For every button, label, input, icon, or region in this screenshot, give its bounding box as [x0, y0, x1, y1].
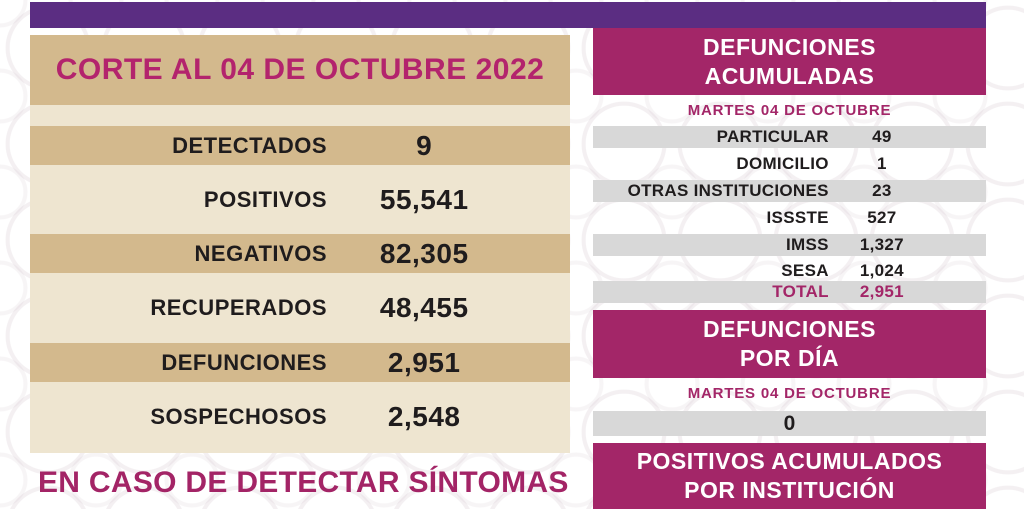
- deaths-label: PARTICULAR: [716, 127, 829, 146]
- report-title-row: CORTE AL 04 DE OCTUBRE 2022: [30, 35, 570, 105]
- header-line: ACUMULADAS: [704, 62, 875, 89]
- symptoms-heading-text: EN CASO DE DETECTAR SÍNTOMAS: [38, 466, 569, 499]
- symptoms-heading: EN CASO DE DETECTAR SÍNTOMAS: [38, 464, 598, 502]
- deaths-row-particular: PARTICULAR 49: [593, 126, 986, 148]
- deaths-value: 49: [872, 127, 892, 146]
- per-day-value: 0: [783, 411, 796, 435]
- deaths-row-domicilio: DOMICILIO 1: [593, 153, 986, 175]
- deaths-label: ISSSTE: [766, 208, 829, 227]
- per-day-value-stripe: 0: [593, 411, 986, 436]
- stat-value: 48,455: [379, 292, 469, 323]
- deaths-label: DOMICILIO: [736, 154, 829, 173]
- header-line: DEFUNCIONES: [703, 316, 876, 342]
- deaths-value: 1,327: [859, 235, 904, 254]
- stat-label: NEGATIVOS: [194, 240, 327, 266]
- stat-value: 55,541: [379, 184, 469, 215]
- stat-label: DEFUNCIONES: [161, 349, 327, 375]
- stat-label: POSITIVOS: [203, 187, 327, 212]
- deaths-total-label: TOTAL: [772, 282, 829, 301]
- stat-label: DETECTADOS: [172, 132, 327, 158]
- header-line: POR DÍA: [739, 345, 840, 371]
- deaths-accumulated-header: DEFUNCIONES ACUMULADAS: [593, 28, 986, 95]
- deaths-row-issste: ISSSTE 527: [593, 207, 986, 229]
- stat-row-sospechosos: SOSPECHOSOS 2,548: [30, 397, 570, 437]
- deaths-value: 1: [876, 154, 887, 173]
- top-accent-bar: [30, 2, 986, 28]
- stat-row-defunciones: DEFUNCIONES 2,951: [30, 343, 570, 382]
- deaths-row-otras-instituciones: OTRAS INSTITUCIONES 23: [593, 180, 986, 202]
- stat-row-positivos: POSITIVOS 55,541: [30, 180, 570, 220]
- deaths-row-sesa: SESA 1,024: [593, 260, 986, 282]
- header-line: POR INSTITUCIÓN: [684, 477, 895, 503]
- deaths-row-total: TOTAL 2,951: [593, 281, 986, 303]
- deaths-value: 23: [872, 181, 892, 200]
- stat-label: SOSPECHOSOS: [150, 404, 327, 429]
- stat-label: RECUPERADOS: [150, 295, 327, 320]
- date-subheader: MARTES 04 DE OCTUBRE: [593, 100, 986, 120]
- deaths-label: OTRAS INSTITUCIONES: [627, 181, 829, 200]
- stat-row-negativos: NEGATIVOS 82,305: [30, 234, 570, 273]
- per-day-date-subheader: MARTES 04 DE OCTUBRE: [593, 383, 986, 403]
- date-text: MARTES 04 DE OCTUBRE: [687, 101, 892, 119]
- stat-row-detectados: DETECTADOS 9: [30, 126, 570, 165]
- deaths-row-imss: IMSS 1,327: [593, 234, 986, 256]
- header-line: DEFUNCIONES: [703, 33, 876, 60]
- date-text: MARTES 04 DE OCTUBRE: [687, 384, 892, 402]
- report-title: CORTE AL 04 DE OCTUBRE 2022: [55, 53, 545, 86]
- stat-value: 2,548: [387, 401, 461, 432]
- stat-value: 2,951: [387, 346, 461, 378]
- deaths-label: SESA: [781, 261, 829, 280]
- deaths-value: 1,024: [859, 261, 904, 280]
- stat-value: 9: [416, 129, 433, 161]
- header-line: POSITIVOS ACUMULADOS: [636, 448, 943, 474]
- stat-value: 82,305: [379, 237, 469, 269]
- deaths-label: IMSS: [786, 235, 829, 254]
- positives-by-institution-header: POSITIVOS ACUMULADOS POR INSTITUCIÓN: [593, 443, 986, 509]
- deaths-value: 527: [867, 208, 897, 227]
- deaths-total-value: 2,951: [859, 282, 904, 301]
- stat-row-recuperados: RECUPERADOS 48,455: [30, 288, 570, 328]
- deaths-per-day-header: DEFUNCIONES POR DÍA: [593, 310, 986, 378]
